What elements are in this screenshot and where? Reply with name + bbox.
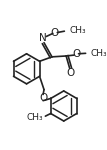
- Text: CH₃: CH₃: [70, 26, 86, 35]
- Text: CH₃: CH₃: [90, 49, 107, 58]
- Text: O: O: [39, 93, 47, 103]
- Text: O: O: [66, 68, 74, 78]
- Text: O: O: [51, 28, 59, 38]
- Text: O: O: [73, 49, 81, 59]
- Text: N: N: [39, 33, 47, 43]
- Text: CH₃: CH₃: [26, 112, 43, 122]
